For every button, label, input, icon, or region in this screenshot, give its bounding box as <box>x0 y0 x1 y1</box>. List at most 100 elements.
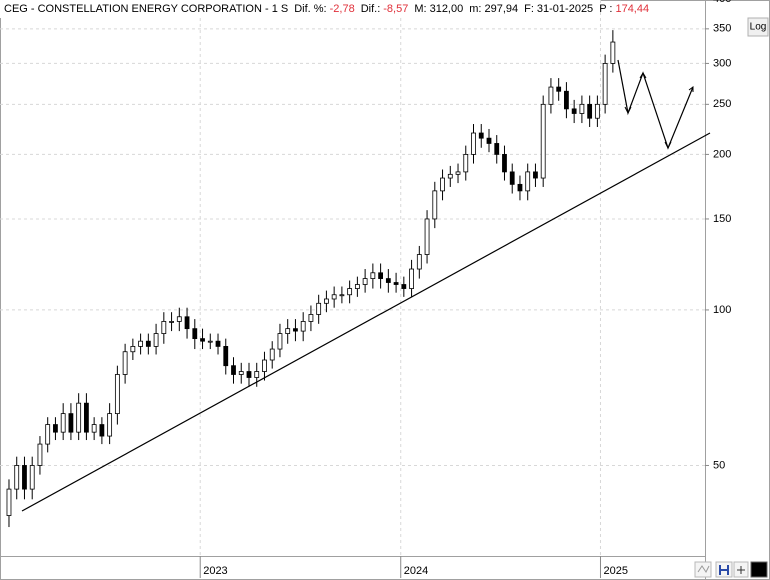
y-tick-label: 350 <box>713 23 731 35</box>
candle-body <box>517 183 523 192</box>
y-tick-label: 100 <box>713 304 731 316</box>
field-value: -8,57 <box>383 3 408 15</box>
candle-body <box>432 190 438 220</box>
candle-body <box>440 177 445 192</box>
candle-body <box>60 413 66 433</box>
field-value: -2,78 <box>330 3 355 15</box>
candle-body <box>385 278 391 283</box>
candle-body <box>308 314 314 322</box>
candle-body <box>316 302 322 315</box>
candle-body <box>99 424 105 437</box>
candle-body <box>262 359 267 372</box>
x-tick-label: 2023 <box>203 565 227 577</box>
candle-body <box>223 346 229 367</box>
log-button[interactable] <box>747 17 769 37</box>
candle-body <box>347 288 353 296</box>
candle-body <box>339 294 345 297</box>
grid <box>0 0 705 556</box>
candle-body <box>207 340 213 343</box>
candle-body <box>571 108 577 114</box>
candle-body <box>502 154 507 173</box>
candle-body <box>14 465 20 490</box>
candle-body <box>192 328 198 340</box>
candle-body <box>556 86 562 92</box>
log-button-label[interactable]: Log <box>750 22 767 33</box>
candle-body <box>447 173 453 179</box>
candle-body <box>6 488 12 516</box>
candle-body <box>471 132 476 155</box>
candle-body <box>22 465 27 490</box>
candle-body <box>587 103 593 119</box>
candle-body <box>130 346 136 353</box>
candle-body <box>145 340 151 347</box>
candle-body <box>370 272 376 279</box>
candle-body <box>84 402 89 433</box>
candle-body <box>533 171 538 179</box>
x-tick-label: 2025 <box>603 565 627 577</box>
candle-body <box>153 333 159 347</box>
candle-body <box>393 282 399 285</box>
candle-body <box>378 272 384 279</box>
candle-body <box>579 103 585 114</box>
candle-body <box>362 278 368 285</box>
candle-body <box>478 132 484 139</box>
tool-button[interactable] <box>694 561 712 578</box>
y-tick-label: 150 <box>713 213 731 225</box>
tool-icon <box>737 566 745 574</box>
field-label: P : <box>599 3 612 15</box>
field-label: Dif. %: <box>294 3 326 15</box>
candle-body <box>200 338 205 342</box>
arrow-heads <box>624 72 694 150</box>
candle-body <box>409 268 414 289</box>
candle-body <box>486 137 492 144</box>
field-value: 312,00 <box>430 3 464 15</box>
candle-body <box>45 424 51 445</box>
trend-line <box>21 132 711 512</box>
y-tick-label: 400 <box>713 0 731 5</box>
candle-body <box>184 316 190 330</box>
candle-body <box>122 351 128 375</box>
field-label: Dif.: <box>361 3 381 15</box>
candle-body <box>114 374 120 415</box>
field-label: m: <box>469 3 481 15</box>
tool-icon <box>719 565 729 575</box>
candle-body <box>231 365 236 375</box>
candle-body <box>331 294 337 300</box>
field-value: 174,44 <box>615 3 649 15</box>
candle-body <box>68 413 74 433</box>
candle-body <box>37 443 43 466</box>
candle-body <box>76 402 82 433</box>
candle-body <box>176 316 182 322</box>
candle-body <box>548 86 554 105</box>
header-bg <box>0 0 600 18</box>
candle-body <box>416 254 422 270</box>
candle-body <box>269 348 275 361</box>
candle-body <box>138 340 143 347</box>
candle-body <box>401 284 407 289</box>
candle-body <box>610 41 616 64</box>
candle-body <box>293 328 298 332</box>
candles <box>6 30 616 528</box>
candle-body <box>169 321 174 323</box>
tool-button[interactable] <box>750 561 768 578</box>
candle-body <box>215 340 221 347</box>
candle-body <box>285 328 291 334</box>
candle-body <box>29 465 35 490</box>
field-value: 297,94 <box>484 3 518 15</box>
field-value: 31-01-2025 <box>537 3 593 15</box>
candle-body <box>509 171 515 185</box>
candle-body <box>525 171 531 192</box>
candle-body <box>594 103 600 119</box>
toolbar <box>694 561 768 578</box>
candle-body <box>238 371 244 375</box>
candle-body <box>354 284 360 289</box>
candle-body <box>107 413 113 437</box>
candle-body <box>161 321 167 334</box>
y-tick-label: 300 <box>713 57 731 69</box>
candle-body <box>246 371 252 378</box>
candle-body <box>300 321 306 332</box>
candle-body <box>602 63 608 105</box>
y-tick-label: 250 <box>713 98 731 110</box>
